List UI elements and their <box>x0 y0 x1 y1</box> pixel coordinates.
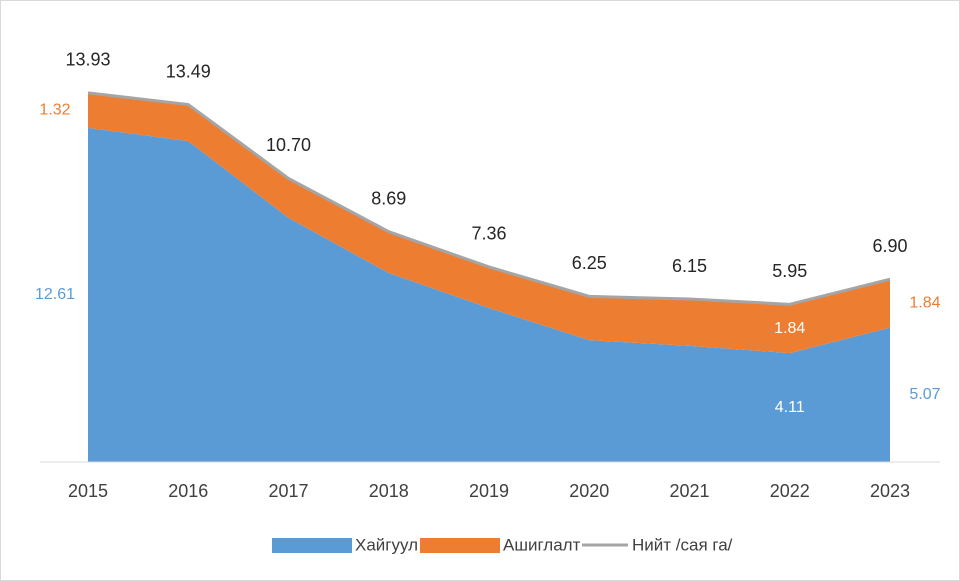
data-label: 1.84 <box>909 294 940 311</box>
data-label: 13.93 <box>65 50 110 70</box>
legend-swatch <box>420 538 500 553</box>
x-tick-label: 2021 <box>669 481 709 501</box>
data-label: 7.36 <box>471 224 506 244</box>
data-label: 6.25 <box>572 253 607 273</box>
data-label: 6.90 <box>872 236 907 256</box>
x-tick-label: 2023 <box>870 481 910 501</box>
data-label: 5.95 <box>772 261 807 281</box>
x-tick-label: 2020 <box>569 481 609 501</box>
x-tick-label: 2017 <box>268 481 308 501</box>
legend-label: Хайгуул <box>355 535 418 554</box>
area <box>88 127 890 463</box>
x-tick-label: 2019 <box>469 481 509 501</box>
data-label: 10.70 <box>266 135 311 155</box>
x-tick-label: 2022 <box>770 481 810 501</box>
total-line <box>87 91 891 306</box>
data-label: 5.07 <box>909 386 940 403</box>
legend-label: Ашиглалт <box>503 535 581 554</box>
area <box>88 92 890 354</box>
legend-swatch <box>272 538 352 553</box>
data-label: 4.11 <box>775 399 805 416</box>
legend-label: Нийт /сая га/ <box>632 535 733 554</box>
data-label: 1.32 <box>39 102 70 119</box>
data-label: 12.61 <box>35 286 75 303</box>
data-label: 6.15 <box>672 256 707 276</box>
data-label: 1.84 <box>774 320 805 337</box>
x-tick-label: 2018 <box>369 481 409 501</box>
x-tick-label: 2016 <box>168 481 208 501</box>
x-tick-label: 2015 <box>68 481 108 501</box>
data-label: 13.49 <box>166 61 211 81</box>
data-label: 8.69 <box>371 188 406 208</box>
